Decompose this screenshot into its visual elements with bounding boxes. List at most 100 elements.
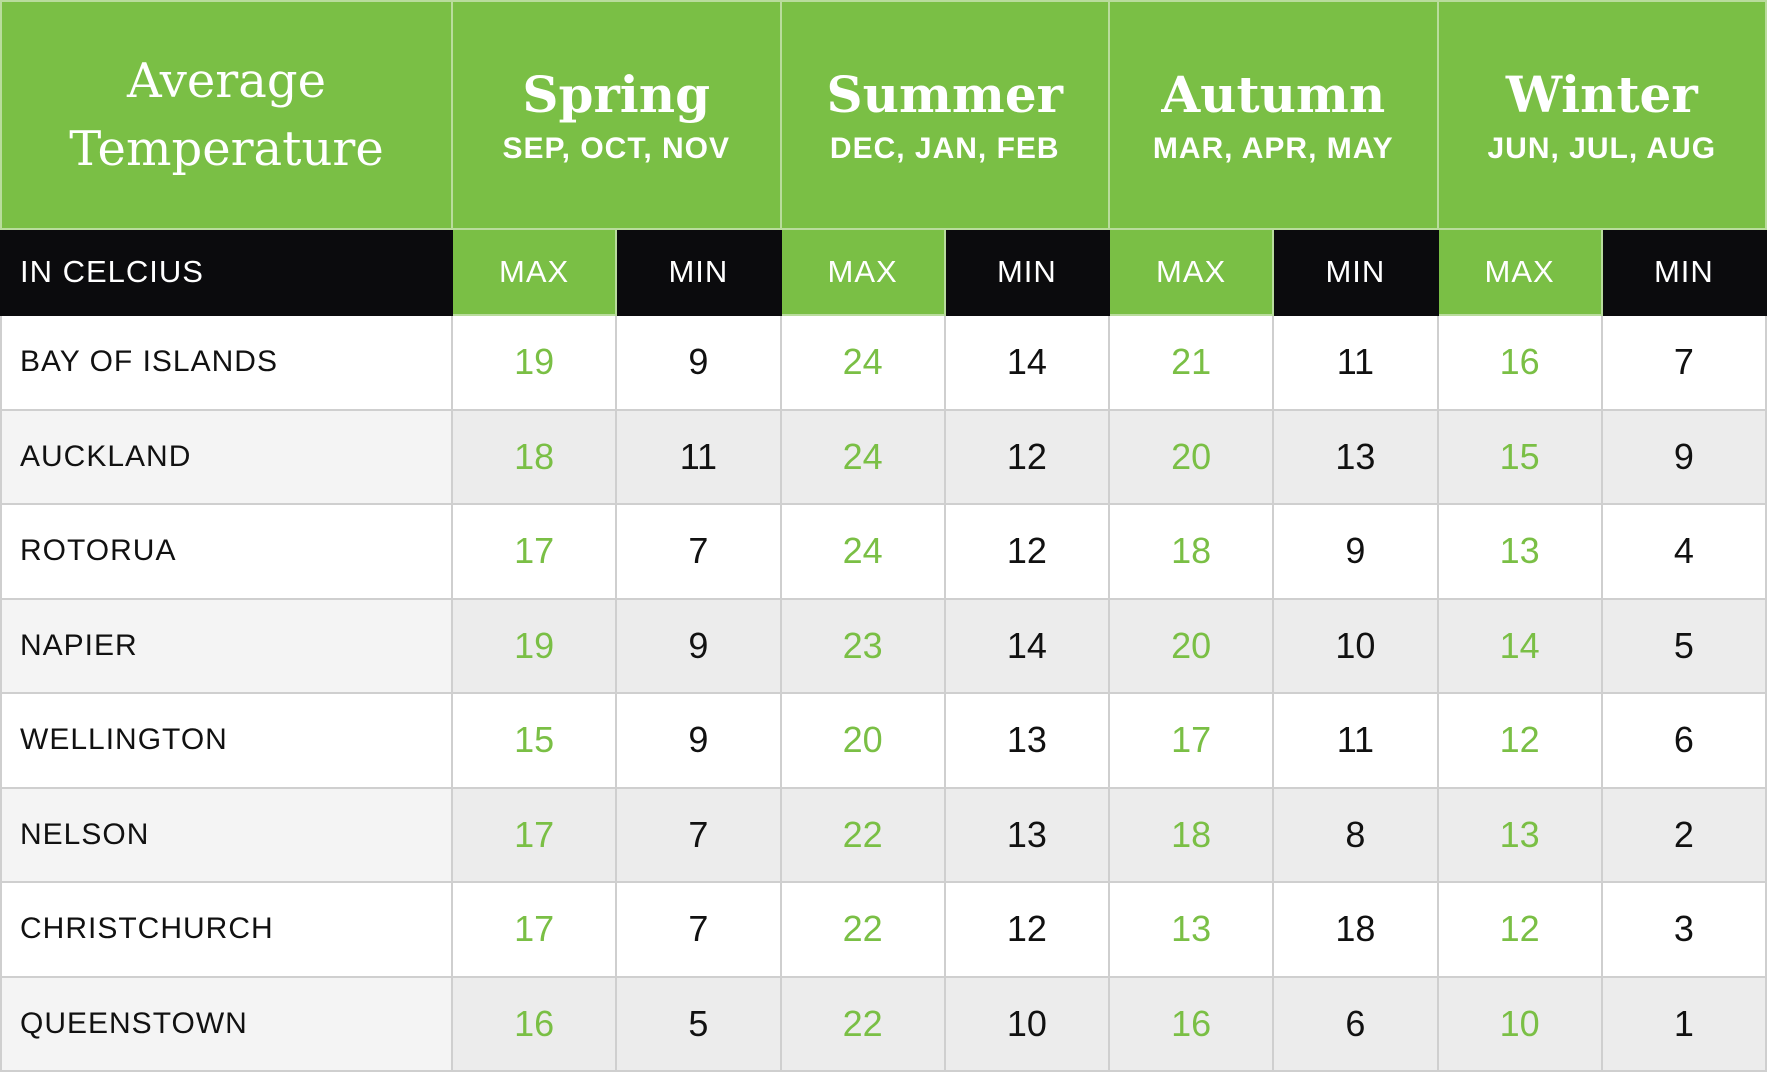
min-temperature-cell: 11: [1272, 314, 1439, 411]
min-temperature-cell: 13: [943, 786, 1111, 883]
min-temperature-cell: 9: [615, 692, 782, 789]
max-temperature-cell: 22: [779, 975, 946, 1072]
min-temperature-cell: 9: [615, 597, 782, 694]
min-temperature-cell: 13: [943, 692, 1111, 789]
max-temperature-cell: 16: [1108, 975, 1275, 1072]
min-column-header: MIN: [943, 228, 1111, 316]
max-temperature-cell: 13: [1436, 786, 1603, 883]
season-header-row: Average Temperature Spring SEP, OCT, NOV…: [0, 0, 1768, 230]
city-name-cell: BAY OF ISLANDS: [0, 314, 453, 411]
max-temperature-cell: 20: [1108, 597, 1275, 694]
min-temperature-cell: 14: [943, 597, 1111, 694]
min-temperature-cell: 11: [615, 408, 782, 505]
season-months: JUN, JUL, AUG: [1487, 132, 1717, 165]
max-temperature-cell: 16: [450, 975, 618, 1072]
min-temperature-cell: 9: [1600, 408, 1768, 505]
max-temperature-cell: 18: [1108, 503, 1275, 600]
max-temperature-cell: 23: [779, 597, 946, 694]
season-name: Winter: [1505, 65, 1698, 124]
city-name-cell: AUCKLAND: [0, 408, 453, 505]
min-temperature-cell: 1: [1600, 975, 1768, 1072]
city-name-cell: QUEENSTOWN: [0, 975, 453, 1072]
max-temperature-cell: 15: [1436, 408, 1603, 505]
table-title-line2: Temperature: [69, 121, 384, 177]
max-temperature-cell: 19: [450, 597, 618, 694]
max-temperature-cell: 17: [450, 786, 618, 883]
season-header-winter: Winter JUN, JUL, AUG: [1436, 0, 1768, 230]
table-row: BAY OF ISLANDS 19 9 24 14 21 11 16 7: [0, 314, 1768, 411]
city-name-cell: CHRISTCHURCH: [0, 881, 453, 978]
min-temperature-cell: 13: [1272, 408, 1439, 505]
city-name-cell: WELLINGTON: [0, 692, 453, 789]
max-temperature-cell: 22: [779, 786, 946, 883]
max-temperature-cell: 14: [1436, 597, 1603, 694]
min-temperature-cell: 7: [1600, 314, 1768, 411]
max-temperature-cell: 12: [1436, 692, 1603, 789]
min-temperature-cell: 10: [1272, 597, 1439, 694]
season-name: Spring: [522, 65, 711, 124]
max-temperature-cell: 17: [1108, 692, 1275, 789]
table-title-line1: Average: [127, 53, 326, 109]
max-temperature-cell: 24: [779, 503, 946, 600]
table-row: NAPIER 19 9 23 14 20 10 14 5: [0, 597, 1768, 694]
city-name-cell: NELSON: [0, 786, 453, 883]
max-temperature-cell: 16: [1436, 314, 1603, 411]
max-column-header: MAX: [779, 228, 946, 316]
season-months: DEC, JAN, FEB: [829, 132, 1060, 165]
min-temperature-cell: 2: [1600, 786, 1768, 883]
min-temperature-cell: 3: [1600, 881, 1768, 978]
season-name: Summer: [826, 65, 1063, 124]
table-row: CHRISTCHURCH 17 7 22 12 13 18 12 3: [0, 881, 1768, 978]
season-name: Autumn: [1161, 65, 1386, 124]
max-temperature-cell: 21: [1108, 314, 1275, 411]
min-temperature-cell: 8: [1272, 786, 1439, 883]
max-column-header: MAX: [1108, 228, 1275, 316]
table-title: Average Temperature: [2, 47, 451, 183]
min-temperature-cell: 7: [615, 786, 782, 883]
table-body: BAY OF ISLANDS 19 9 24 14 21 11 16 7 AUCKLAND 18 11…: [0, 314, 1768, 1072]
min-temperature-cell: 12: [943, 881, 1111, 978]
min-temperature-cell: 12: [943, 408, 1111, 505]
min-temperature-cell: 4: [1600, 503, 1768, 600]
table-row: NELSON 17 7 22 13 18 8 13 2: [0, 786, 1768, 883]
max-temperature-cell: 20: [1108, 408, 1275, 505]
table-row: AUCKLAND 18 11 24 12 20 13 15 9: [0, 408, 1768, 505]
table-row: ROTORUA 17 7 24 12 18 9 13 4: [0, 503, 1768, 600]
max-temperature-cell: 13: [1436, 503, 1603, 600]
city-name-cell: ROTORUA: [0, 503, 453, 600]
city-name-cell: NAPIER: [0, 597, 453, 694]
season-header-summer: Summer DEC, JAN, FEB: [779, 0, 1111, 230]
min-temperature-cell: 5: [615, 975, 782, 1072]
column-header-row: IN CELCIUS MAX MIN MAX MIN MAX MIN MAX M…: [0, 228, 1768, 316]
max-temperature-cell: 20: [779, 692, 946, 789]
max-temperature-cell: 17: [450, 881, 618, 978]
max-temperature-cell: 24: [779, 314, 946, 411]
min-temperature-cell: 7: [615, 503, 782, 600]
max-temperature-cell: 12: [1436, 881, 1603, 978]
min-temperature-cell: 7: [615, 881, 782, 978]
max-temperature-cell: 18: [450, 408, 618, 505]
unit-label: IN CELCIUS: [0, 228, 453, 316]
min-temperature-cell: 9: [615, 314, 782, 411]
max-temperature-cell: 13: [1108, 881, 1275, 978]
min-temperature-cell: 6: [1600, 692, 1768, 789]
season-months: SEP, OCT, NOV: [502, 132, 731, 165]
min-temperature-cell: 11: [1272, 692, 1439, 789]
max-temperature-cell: 18: [1108, 786, 1275, 883]
max-column-header: MAX: [1436, 228, 1603, 316]
min-temperature-cell: 6: [1272, 975, 1439, 1072]
season-header-autumn: Autumn MAR, APR, MAY: [1108, 0, 1439, 230]
min-temperature-cell: 18: [1272, 881, 1439, 978]
table-row: QUEENSTOWN 16 5 22 10 16 6 10 1: [0, 975, 1768, 1072]
season-months: MAR, APR, MAY: [1152, 132, 1394, 165]
min-temperature-cell: 10: [943, 975, 1111, 1072]
max-temperature-cell: 15: [450, 692, 618, 789]
max-temperature-cell: 22: [779, 881, 946, 978]
max-temperature-cell: 24: [779, 408, 946, 505]
min-temperature-cell: 14: [943, 314, 1111, 411]
max-temperature-cell: 10: [1436, 975, 1603, 1072]
table-title-cell: Average Temperature: [0, 0, 453, 230]
min-column-header: MIN: [1600, 228, 1768, 316]
min-temperature-cell: 5: [1600, 597, 1768, 694]
